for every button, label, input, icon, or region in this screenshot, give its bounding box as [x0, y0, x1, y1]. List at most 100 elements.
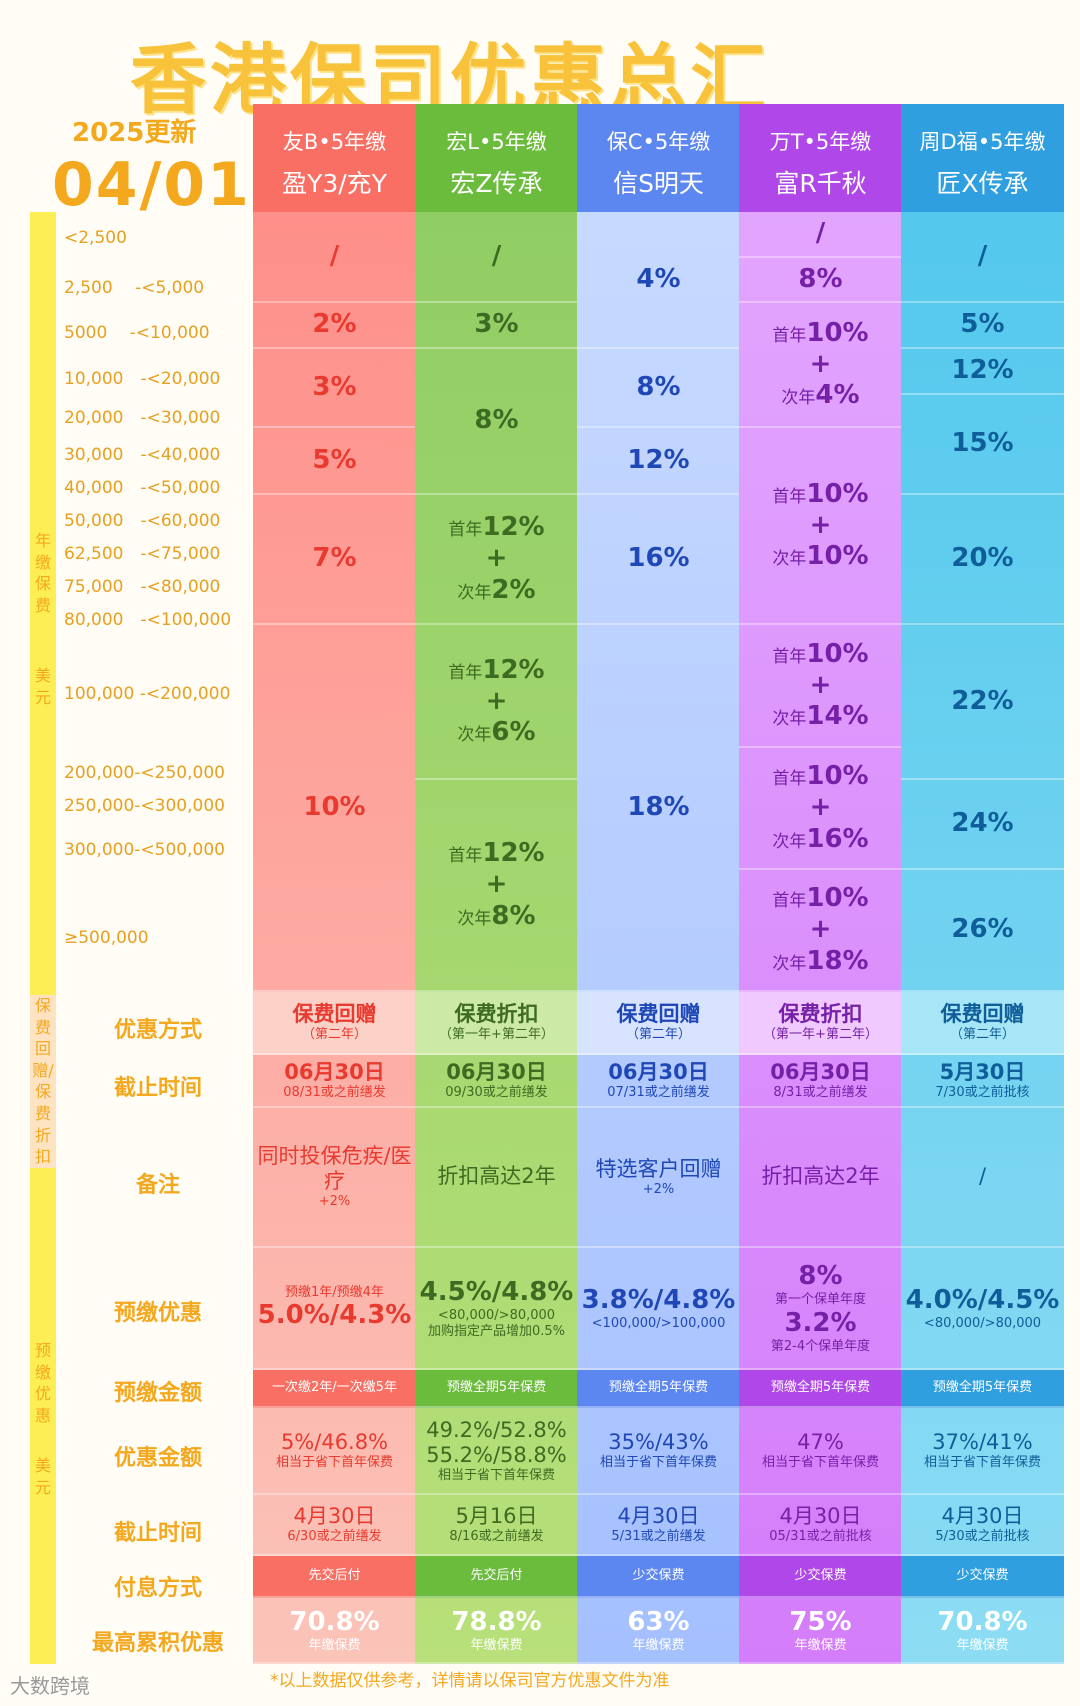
section-cell: 4月30日 5/30或之前批核 — [901, 1495, 1064, 1556]
tier-value: 8% — [798, 263, 843, 294]
tier-value: 5% — [960, 309, 1005, 340]
plus-sign: + — [809, 792, 832, 823]
section-cell: 5%/46.8% 相当于省下首年保费 — [253, 1408, 416, 1495]
prepay-top: 8% — [798, 1261, 843, 1292]
row-label: 优惠金额 — [113, 1446, 202, 1471]
prepay-deadline: 4月30日 — [941, 1504, 1024, 1529]
update-label: 2025更新 — [72, 118, 197, 148]
company-header: 周D福•5年缴匠X传承 — [901, 104, 1064, 212]
first-year-value: 12% — [482, 654, 545, 685]
discount-amount: 47% — [797, 1430, 844, 1455]
tier-first-year: 首年12% — [448, 655, 544, 686]
section-cell: 8% 第一个保单年度 3.2% 第2-4个保单年度 — [739, 1248, 902, 1370]
rebate-deadline-sub: 08/31或之前缮发 — [283, 1085, 386, 1101]
second-year-label: 次年 — [772, 709, 807, 730]
tier-first-year: 首年10% — [772, 883, 868, 914]
side-label-prepay: 预缴优惠 — [34, 1341, 51, 1425]
tier-cell: 5% — [253, 428, 416, 495]
premium-range: <2,500 — [64, 228, 127, 248]
prepay-sub: 第2-4个保单年度 — [770, 1339, 871, 1355]
second-year-value: 18% — [806, 945, 869, 976]
company-header: 宏L•5年缴宏Z传承 — [415, 104, 578, 212]
section-cell: 保费回赠 （第二年） — [577, 992, 740, 1055]
tier-second-year: 次年10% — [772, 541, 868, 572]
tier-value: 8% — [636, 371, 681, 402]
company-column: 周D福•5年缴 匠X传承 / 5% 12% 15% 20% 22% 24% 26% 保费回赠 （第二年… — [901, 104, 1064, 1664]
first-year-label: 首年 — [448, 520, 483, 541]
prepay-top-sub: 第一个保单年度 — [774, 1292, 866, 1308]
company-code: 宏L•5年缴 — [446, 130, 547, 154]
tier-first-year: 首年10% — [772, 761, 868, 792]
rebate-method: 保费折扣 — [454, 1002, 539, 1027]
prepay-amount: 预缴全期5年保费 — [608, 1380, 709, 1396]
plus-sign: + — [485, 869, 508, 900]
max-discount-sub: 年缴保费 — [470, 1637, 523, 1653]
product-name: 匠X传承 — [936, 169, 1029, 198]
remark: 同时投保危疾/医疗 — [257, 1144, 412, 1194]
rebate-deadline: 06月30日 — [446, 1060, 547, 1085]
company-header: 友B•5年缴 盈Y3/充Y — [253, 104, 416, 212]
section-cell: 保费回赠 （第二年） — [901, 992, 1064, 1055]
tier-second-year: 次年8% — [457, 901, 535, 932]
discount-amount: 5%/46.8% — [280, 1430, 389, 1455]
company-code: 周D福•5年缴 — [919, 130, 1046, 154]
interest-method: 先交后付 — [470, 1568, 523, 1584]
tier-cell: 8% — [415, 349, 578, 495]
tier-first-year: 首年10% — [772, 479, 868, 510]
company-column: 友B•5年缴 盈Y3/充Y/2% 3% 5% 7% 10% 保费回赠 （第二年） 06月30日 0… — [253, 104, 416, 1664]
section-cell: 少交保费 — [739, 1556, 902, 1598]
tier-cell: 首年12% + 次年8% — [415, 780, 578, 992]
premium-range: 2,500 -<5,000 — [64, 278, 205, 298]
tier-value: 3% — [474, 309, 519, 340]
section-cell: 保费折扣 （第一年+第二年） — [739, 992, 902, 1055]
section-cell: 保费回赠 （第二年） — [253, 992, 416, 1055]
tier-second-year: 次年16% — [772, 824, 868, 855]
prepay-deadline-sub: 5/31或之前缮发 — [611, 1529, 706, 1545]
tier-second-year: 次年18% — [772, 946, 868, 977]
section-cell: 5月30日 7/30或之前批核 — [901, 1055, 1064, 1108]
prepay-value: 4.0%/4.5% — [905, 1284, 1060, 1315]
product-name: 宏Z传承 — [450, 169, 543, 198]
prepay-deadline-sub: 5/30或之前批核 — [935, 1529, 1030, 1545]
tier-cell: 20% — [901, 495, 1064, 625]
row-label: 备注 — [135, 1173, 180, 1198]
premium-range: ≥500,000 — [64, 928, 149, 948]
first-year-label: 首年 — [772, 325, 807, 346]
tier-cell: 5% — [901, 303, 1064, 349]
tier-first-year: 首年10% — [772, 639, 868, 670]
section-cell: 06月30日 08/31或之前缮发 — [253, 1055, 416, 1108]
prepay-deadline-sub: 6/30或之前缮发 — [287, 1529, 382, 1545]
tier-cell: 15% — [901, 395, 1064, 495]
tier-value: 7% — [312, 543, 357, 574]
company-header: 万T•5年缴 富R千秋 — [739, 104, 902, 212]
max-discount-sub: 年缴保费 — [632, 1637, 685, 1653]
section-cell: 63% 年缴保费 — [577, 1598, 740, 1664]
rebate-deadline: 06月30日 — [284, 1060, 385, 1085]
first-year-value: 12% — [482, 512, 545, 543]
tier-cell: 12% — [901, 349, 1064, 395]
plus-sign: + — [809, 669, 832, 700]
section-cell: 4月30日 5/31或之前缮发 — [577, 1495, 740, 1556]
plus-sign: + — [809, 509, 832, 540]
rebate-deadline-sub: 09/30或之前缮发 — [445, 1085, 548, 1101]
premium-range: 80,000 -<100,000 — [64, 610, 232, 630]
tier-cell: 3% — [415, 303, 578, 349]
section-cell: 75% 年缴保费 — [739, 1598, 902, 1664]
prepay-value: 4.5%/4.8% — [419, 1276, 574, 1307]
tier-second-year: 次年4% — [781, 380, 859, 411]
first-year-value: 10% — [806, 317, 869, 348]
prepay-top: 预缴1年/预缴4年 — [285, 1284, 384, 1300]
tier-cell: 首年12% + 次年2% — [415, 495, 578, 625]
section-cell: 同时投保危疾/医疗 +2% — [253, 1108, 416, 1248]
section-cell: 一次缴2年/一次缴5年 — [253, 1370, 416, 1408]
max-discount-sub: 年缴保费 — [794, 1637, 847, 1653]
remark: / — [978, 1164, 987, 1189]
section-cell: 70.8% 年缴保费 — [901, 1598, 1064, 1664]
first-year-value: 10% — [806, 883, 869, 914]
section-cell: 先交后付 — [415, 1556, 578, 1598]
tier-cell: 8% — [577, 349, 740, 428]
tier-second-year: 次年14% — [772, 701, 868, 732]
tier-cell: 26% — [901, 870, 1064, 992]
update-date: 04/01 — [52, 150, 251, 220]
tier-value: 20% — [951, 543, 1014, 574]
